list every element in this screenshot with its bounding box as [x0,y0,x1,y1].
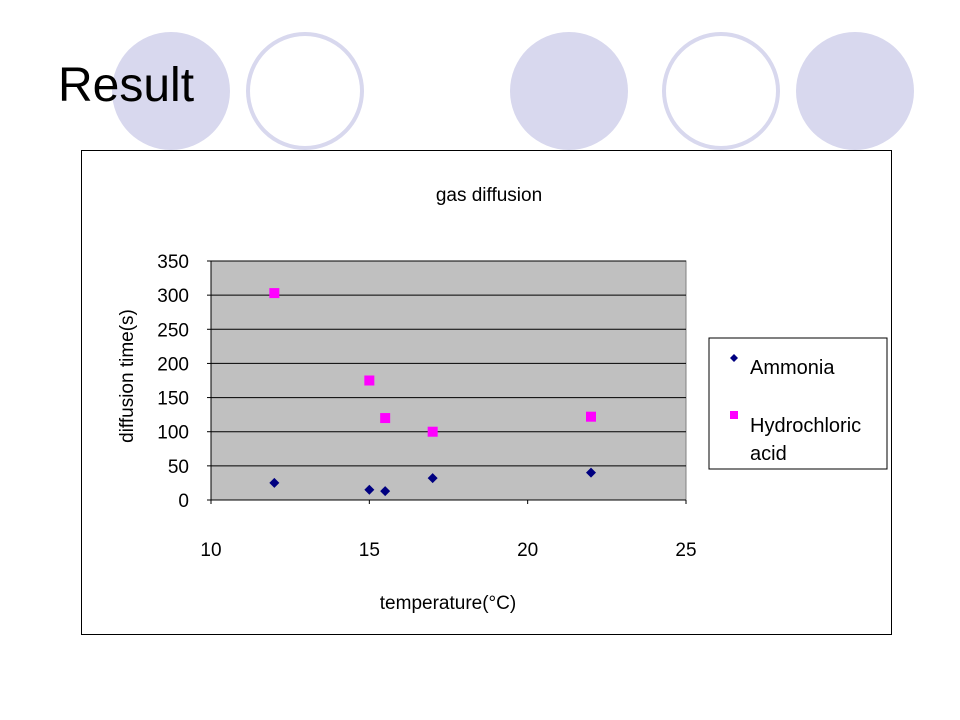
decor-circle-ring-2 [662,32,780,150]
decor-circle-ring-1 [246,32,364,150]
y-tick-label-4: 200 [157,354,189,375]
point-hydrochloric-2 [380,413,391,424]
point-hydrochloric-1 [364,375,375,386]
chart-title: gas diffusion [436,185,542,206]
y-tick-label-5: 250 [157,320,189,341]
gridlines [211,260,686,467]
y-tick-label-0: 0 [178,491,189,512]
x-tick-label-1: 15 [359,540,380,561]
plot-area [210,260,687,501]
x-axis-label: temperature(°C) [380,593,516,614]
decor-circle-filled-2 [510,32,628,150]
legend-box [708,337,888,470]
y-tick-label-7: 350 [157,252,189,273]
legend-hydrochloric-label: Hydrochloric acid [750,415,867,465]
point-ammonia-1 [364,484,375,495]
y-tick-label-3: 150 [157,389,189,410]
legend-ammonia-label: Ammonia [750,357,835,379]
slide-title: Result [58,59,195,112]
point-hydrochloric-3 [427,426,438,437]
chart-svg: gas diffusion 0 50 100 150 200 250 300 350 10 15… [117,185,888,614]
y-tick-label-6: 300 [157,286,189,307]
point-ammonia-4 [586,467,596,478]
legend-ammonia-diamond-icon [730,354,738,362]
point-ammonia-3 [427,473,438,484]
y-tick-labels: 0 50 100 150 200 250 300 350 [157,252,211,512]
point-ammonia-2 [380,486,391,497]
chart-frame: gas diffusion 0 50 100 150 200 250 300 350 10 15… [81,150,892,635]
y-tick-label-1: 50 [168,457,189,478]
data-markers [269,288,596,497]
point-hydrochloric-4 [586,411,596,422]
y-axis-label: diffusion time(s) [117,309,138,443]
decor-circle-filled-3 [796,32,914,150]
point-hydrochloric-0 [269,288,280,299]
x-tick-labels: 10 15 20 25 [200,500,697,561]
point-ammonia-0 [269,477,280,488]
legend-hydrochloric-square-icon [730,411,738,419]
decor-circle-filled-1 [112,32,230,150]
x-tick-label-3: 25 [675,540,696,561]
y-tick-label-2: 100 [157,423,189,444]
x-tick-label-0: 10 [200,540,221,561]
x-tick-label-2: 20 [517,540,538,561]
